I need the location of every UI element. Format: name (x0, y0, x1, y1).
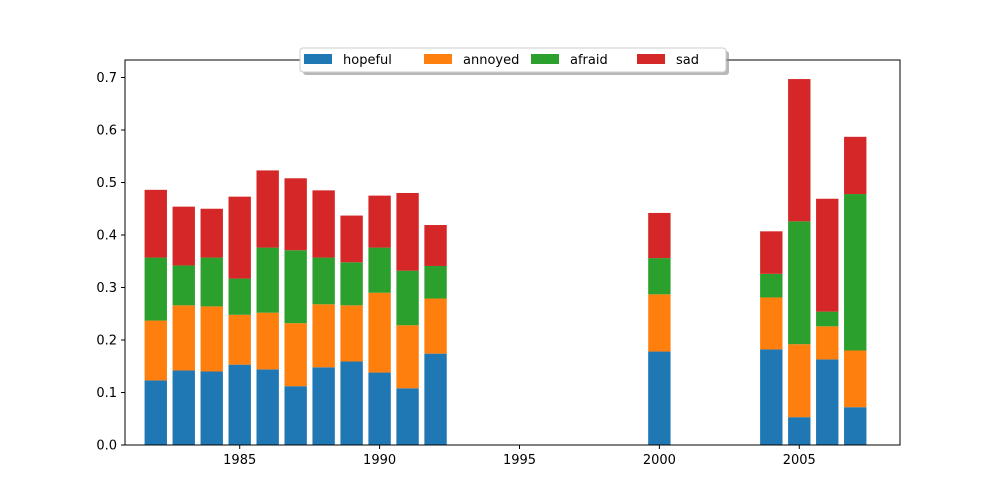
bar-hopeful-2007 (844, 407, 867, 445)
bar-afraid-1983 (172, 265, 195, 306)
bar-afraid-1987 (284, 250, 307, 324)
y-tick-label: 0.2 (96, 333, 117, 348)
bar-afraid-2000 (648, 258, 671, 295)
y-axis: 0.0 0.1 0.2 0.3 0.4 0.5 0.6 0.7 (96, 71, 125, 454)
x-tick-label: 2000 (643, 453, 676, 468)
legend-label-afraid: afraid (570, 53, 608, 68)
bar-afraid-1984 (200, 257, 223, 307)
bar-annoyed-1990 (368, 292, 391, 373)
bar-sad-1984 (200, 208, 223, 258)
bar-hopeful-1985 (228, 364, 251, 445)
bar-hopeful-2004 (760, 349, 783, 445)
bar-annoyed-2000 (648, 294, 671, 352)
legend-swatch-afraid (531, 54, 559, 64)
x-tick-label: 1990 (363, 453, 396, 468)
bar-sad-1989 (340, 215, 363, 263)
legend-swatch-sad (637, 54, 665, 64)
y-tick-label: 0.7 (96, 71, 117, 86)
legend-label-annoyed: annoyed (463, 53, 519, 68)
bar-annoyed-1988 (312, 304, 335, 368)
bar-annoyed-1986 (256, 312, 279, 370)
bar-hopeful-2006 (816, 359, 839, 445)
bar-hopeful-1989 (340, 361, 363, 445)
x-tick-label: 2005 (783, 453, 816, 468)
bar-hopeful-2000 (648, 351, 671, 445)
bar-annoyed-2006 (816, 326, 839, 360)
bar-hopeful-1983 (172, 370, 195, 445)
bar-annoyed-2007 (844, 350, 867, 408)
bar-afraid-2005 (788, 221, 811, 345)
bars-layer (144, 79, 867, 445)
bar-hopeful-1987 (284, 386, 307, 445)
bar-hopeful-1992 (424, 353, 447, 445)
bar-annoyed-1984 (200, 306, 223, 372)
legend-swatch-annoyed (424, 54, 452, 64)
x-tick-label: 1995 (503, 453, 536, 468)
bar-hopeful-1982 (144, 380, 167, 445)
x-tick-label: 1985 (223, 453, 256, 468)
bar-hopeful-2005 (788, 417, 811, 445)
y-tick-label: 0.3 (96, 281, 117, 296)
bar-sad-2007 (844, 136, 867, 195)
x-axis: 1985 1990 1995 2000 2005 (223, 445, 816, 468)
legend-label-sad: sad (676, 53, 699, 68)
bar-hopeful-1986 (256, 369, 279, 445)
bar-sad-2006 (816, 198, 839, 312)
bar-annoyed-1983 (172, 305, 195, 371)
legend-swatch-hopeful (304, 54, 332, 64)
bar-sad-1986 (256, 170, 279, 248)
legend: hopeful annoyed afraid sad (299, 47, 729, 75)
bar-sad-2004 (760, 231, 783, 274)
bar-afraid-1992 (424, 265, 447, 299)
bar-sad-1983 (172, 206, 195, 266)
bar-annoyed-1991 (396, 325, 419, 389)
bar-hopeful-1990 (368, 372, 391, 445)
legend-box (299, 47, 727, 73)
y-tick-label: 0.4 (96, 228, 117, 243)
bar-afraid-2004 (760, 273, 783, 298)
legend-label-hopeful: hopeful (343, 53, 392, 68)
bar-afraid-2007 (844, 194, 867, 351)
bar-sad-1988 (312, 190, 335, 258)
y-tick-label: 0.0 (96, 439, 117, 454)
bar-afraid-1985 (228, 278, 251, 315)
bar-hopeful-1988 (312, 367, 335, 445)
y-tick-label: 0.6 (96, 123, 117, 138)
bar-sad-1982 (144, 189, 167, 258)
bar-annoyed-1982 (144, 320, 167, 381)
bar-afraid-1990 (368, 247, 391, 293)
bar-sad-1990 (368, 195, 391, 248)
bar-annoyed-2005 (788, 344, 811, 418)
bar-afraid-1982 (144, 257, 167, 321)
bar-sad-2005 (788, 79, 811, 222)
bar-afraid-1986 (256, 247, 279, 313)
y-tick-label: 0.5 (96, 176, 117, 191)
bar-hopeful-1991 (396, 388, 419, 445)
bar-afraid-1991 (396, 270, 419, 326)
bar-hopeful-1984 (200, 371, 223, 445)
bar-afraid-2006 (816, 311, 839, 327)
bar-afraid-1989 (340, 262, 363, 306)
bar-sad-1992 (424, 225, 447, 266)
bar-annoyed-2004 (760, 297, 783, 350)
bar-annoyed-1992 (424, 298, 447, 354)
bar-sad-1987 (284, 178, 307, 251)
y-tick-label: 0.1 (96, 386, 117, 401)
bar-afraid-1988 (312, 257, 335, 305)
bar-sad-1991 (396, 192, 419, 271)
bar-annoyed-1987 (284, 323, 307, 387)
bar-sad-2000 (648, 212, 671, 259)
bar-annoyed-1989 (340, 305, 363, 362)
bar-annoyed-1985 (228, 314, 251, 365)
bar-sad-1985 (228, 196, 251, 279)
